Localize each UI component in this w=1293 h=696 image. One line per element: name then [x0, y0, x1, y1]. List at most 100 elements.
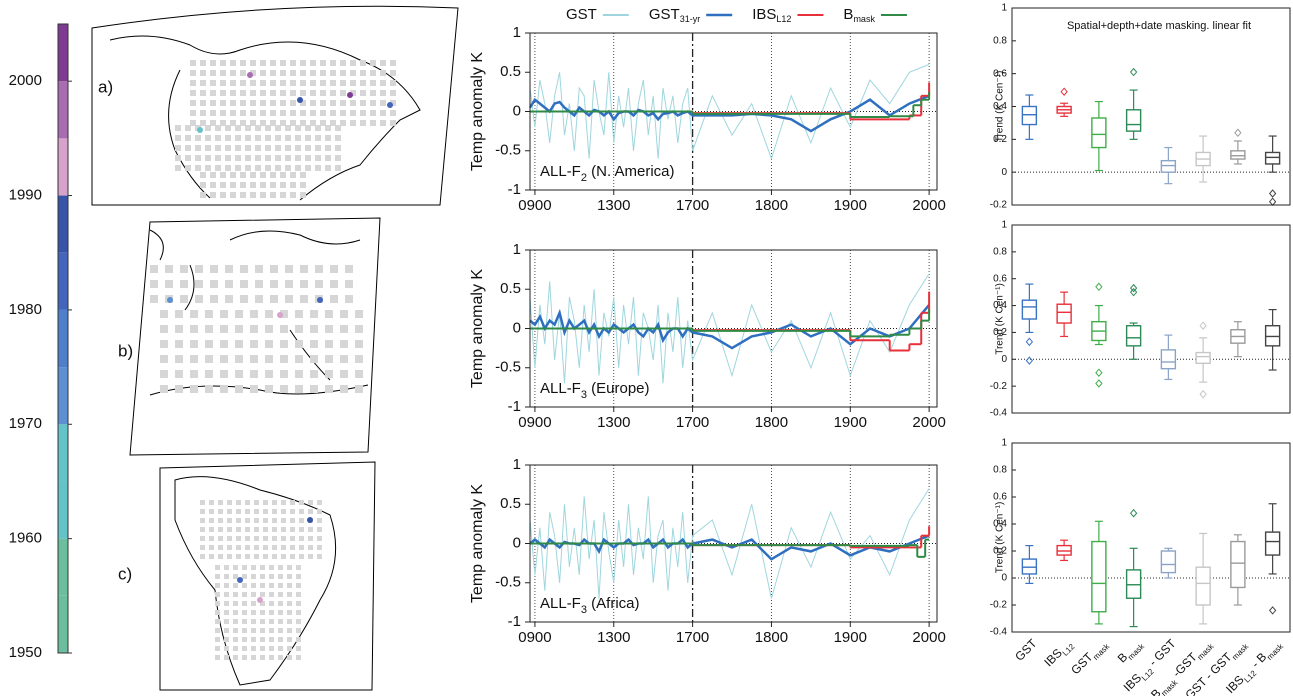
y-tick-label: -0.2: [990, 381, 1008, 392]
grid-cell: [235, 135, 241, 141]
grid-cell: [263, 518, 268, 523]
grid-cell: [340, 70, 346, 76]
box: [1091, 117, 1107, 149]
grid-cell: [215, 628, 220, 633]
y-axis-label: Temp anomaly K: [469, 484, 486, 603]
x-tick-label: 1800: [755, 629, 788, 646]
plot-frame: [1011, 442, 1291, 633]
grid-cell: [227, 554, 232, 559]
y-tick-label: 0.2: [993, 134, 1007, 145]
grid-cell: [296, 646, 301, 651]
grid-cell: [330, 90, 336, 96]
color-band: [58, 481, 68, 539]
grid-cell: [308, 545, 313, 550]
grid-cell: [180, 265, 188, 273]
grid-cell: [265, 340, 273, 348]
outlier: [1095, 282, 1103, 292]
grid-cell: [345, 280, 353, 288]
grid-cell: [200, 182, 206, 188]
station: [247, 72, 253, 78]
y-tick-label: -1: [508, 181, 521, 198]
map-panels: a) b) c): [91, 5, 459, 691]
grid-cell: [269, 646, 274, 651]
grid-cell: [355, 310, 363, 318]
grid-cell: [209, 554, 214, 559]
grid-cell: [215, 610, 220, 615]
grid-cell: [230, 90, 236, 96]
grid-cell: [260, 601, 265, 606]
label-part: B: [1148, 686, 1164, 696]
grid-cell: [180, 280, 188, 288]
grid-cell: [280, 70, 286, 76]
x-tick-label: 0900: [518, 629, 551, 646]
grid-cell: [190, 120, 196, 126]
grid-cell: [245, 135, 251, 141]
y-axis-label: Trend (K Cen⁻¹): [995, 71, 1006, 143]
grid-cell: [190, 385, 198, 393]
label-part: ALL-F: [540, 163, 581, 180]
grid-cell: [210, 182, 216, 188]
box: [1021, 299, 1038, 320]
grid-cell: [245, 527, 250, 532]
y-tick-label: 0.5: [500, 495, 521, 512]
grid-cell: [230, 182, 236, 188]
grid-cell: [280, 120, 286, 126]
grid-cell: [254, 554, 259, 559]
grid-cell: [209, 527, 214, 532]
grid-cell: [290, 554, 295, 559]
grid-cell: [280, 60, 286, 66]
grid-cell: [205, 355, 213, 363]
grid-cell: [215, 574, 220, 579]
grid-cell: [215, 601, 220, 606]
grid-cell: [175, 355, 183, 363]
grid-cell: [251, 628, 256, 633]
grid-cell: [370, 80, 376, 86]
grid-cell: [390, 100, 396, 106]
grid-cell: [150, 295, 158, 303]
grid-cell: [330, 265, 338, 273]
colorbar-tick-label: 2000: [9, 72, 42, 89]
grid-cell: [260, 655, 265, 660]
grid-cell: [200, 100, 206, 106]
grid-cell: [280, 192, 286, 198]
grid-cell: [355, 340, 363, 348]
x-tick-label: 1300: [597, 414, 630, 431]
grid-cell: [175, 135, 181, 141]
label-subscript: 3: [581, 604, 587, 616]
grid-cell: [270, 110, 276, 116]
y-tick-label: 1: [513, 24, 521, 41]
grid-cell: [240, 100, 246, 106]
chart-title: Spatial+depth+date masking. linear fit: [1067, 20, 1251, 32]
grid-cell: [390, 110, 396, 116]
grid-cell: [240, 110, 246, 116]
grid-cell: [296, 601, 301, 606]
grid-cell: [310, 370, 318, 378]
y-tick-label: -0.4: [990, 408, 1008, 419]
grid-cell: [300, 110, 306, 116]
grid-cell: [250, 110, 256, 116]
grid-cell: [335, 145, 341, 151]
grid-cell: [205, 385, 213, 393]
grid-cell: [200, 80, 206, 86]
box: [1195, 351, 1211, 365]
grid-cell: [296, 637, 301, 642]
grid-cell: [355, 385, 363, 393]
legend-label: GST31-yr: [649, 6, 700, 24]
station: [317, 297, 323, 303]
grid-cell: [240, 120, 246, 126]
grid-cell: [210, 60, 216, 66]
colorbar-tick-label: 1990: [9, 187, 42, 204]
grid-cell: [224, 637, 229, 642]
grid-cell: [218, 527, 223, 532]
grid-cell: [233, 592, 238, 597]
grid-cell: [380, 110, 386, 116]
grid-cell: [280, 110, 286, 116]
grid-cell: [175, 155, 181, 161]
grid-cell: [281, 554, 286, 559]
box: [1264, 151, 1281, 165]
grid-cell: [225, 135, 231, 141]
outlier: [1129, 508, 1138, 518]
grid-cell: [281, 500, 286, 505]
grid-cell: [265, 125, 271, 131]
